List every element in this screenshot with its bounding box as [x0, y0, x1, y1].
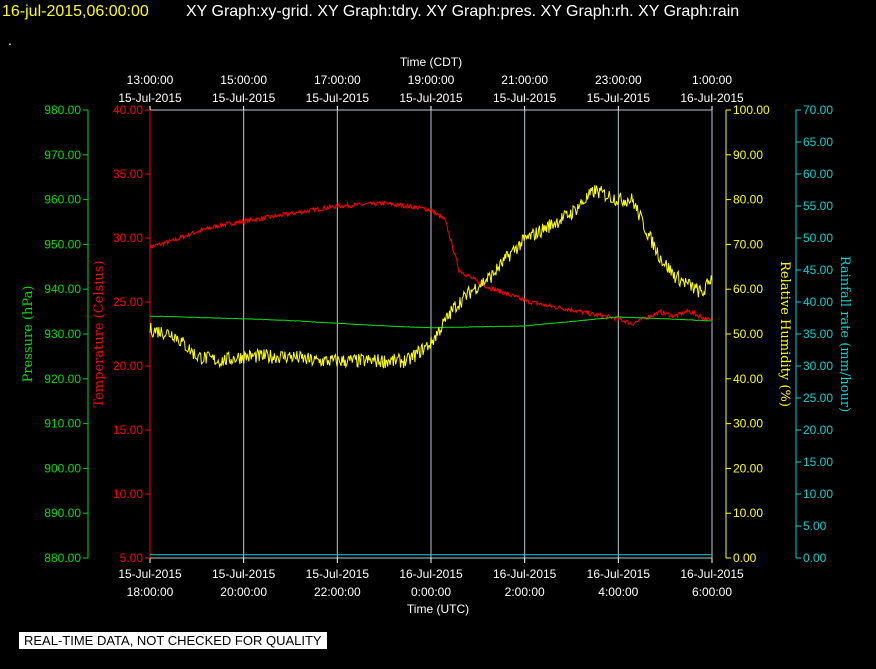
humidity-tick-label: 50.00 — [733, 327, 763, 341]
humidity-tick-label: 100.00 — [733, 103, 770, 117]
rainfall-tick-label: 35.00 — [803, 327, 833, 341]
humidity-tick-label: 40.00 — [733, 372, 763, 386]
humidity-tick-label: 80.00 — [733, 193, 763, 207]
bottom-tick-time: 6:00:00 — [692, 585, 732, 599]
bottom-tick-time: 18:00:00 — [127, 585, 174, 599]
bottom-tick-time: 22:00:00 — [314, 585, 361, 599]
pressure-tick-label: 970.00 — [44, 148, 81, 162]
pressure-tick-label: 920.00 — [44, 372, 81, 386]
temperature-tick-label: 30.00 — [113, 231, 143, 245]
top-tick-time: 13:00:00 — [127, 73, 174, 87]
humidity-tick-label: 0.00 — [733, 551, 757, 565]
humidity-tick-label: 70.00 — [733, 237, 763, 251]
bottom-axis-label: Time (UTC) — [407, 602, 469, 616]
bottom-tick-time: 0:00:00 — [411, 585, 451, 599]
top-tick-time: 17:00:00 — [314, 73, 361, 87]
label-layer: 15-Jul-2015 18:00:00 15-Jul-2015 20:00:00 15… — [21, 55, 852, 616]
temperature-tick-label: 15.00 — [113, 423, 143, 437]
humidity-tick-label: 60.00 — [733, 282, 763, 296]
temperature-series-line — [149, 200, 713, 327]
rainfall-tick-label: 55.00 — [803, 199, 833, 213]
pressure-series-line — [149, 315, 713, 329]
temperature-tick-label: 40.00 — [113, 103, 143, 117]
bottom-tick-date: 16-Jul-2015 — [680, 567, 744, 581]
top-tick-date: 15-Jul-2015 — [306, 91, 370, 105]
pressure-tick-label: 910.00 — [44, 417, 81, 431]
top-tick-date: 15-Jul-2015 — [587, 91, 651, 105]
bottom-tick-time: 20:00:00 — [220, 585, 267, 599]
bottom-tick-date: 15-Jul-2015 — [306, 567, 370, 581]
top-tick-date: 15-Jul-2015 — [493, 91, 557, 105]
top-axis-label: Time (CDT) — [400, 55, 462, 69]
rainfall-axis-label: Rainfall rate (mm/hour) — [837, 256, 852, 412]
top-tick-date: 15-Jul-2015 — [118, 91, 182, 105]
humidity-axis-label: Relative Humidity (%) — [777, 261, 792, 407]
rainfall-tick-label: 45.00 — [803, 263, 833, 277]
rainfall-tick-label: 15.00 — [803, 455, 833, 469]
rainfall-tick-label: 30.00 — [803, 359, 833, 373]
bottom-tick-date: 16-Jul-2015 — [493, 567, 557, 581]
top-tick-time: 21:00:00 — [501, 73, 548, 87]
pressure-tick-label: 950.00 — [44, 237, 81, 251]
rainfall-tick-label: 10.00 — [803, 487, 833, 501]
humidity-tick-label: 10.00 — [733, 506, 763, 520]
temperature-axis-label: Temperature (Celsius) — [92, 260, 107, 407]
top-tick-time: 19:00:00 — [408, 73, 455, 87]
temperature-tick-label: 25.00 — [113, 295, 143, 309]
top-tick-time: 1:00:00 — [692, 73, 732, 87]
header: 16-jul-2015,06:00:00 XY Graph:xy-grid. X… — [0, 0, 876, 30]
rainfall-tick-label: 40.00 — [803, 295, 833, 309]
bottom-tick-date: 15-Jul-2015 — [212, 567, 276, 581]
temperature-tick-label: 10.00 — [113, 487, 143, 501]
pressure-tick-label: 960.00 — [44, 193, 81, 207]
grid-layer — [149, 109, 713, 559]
pressure-tick-label: 940.00 — [44, 282, 81, 296]
temperature-tick-label: 5.00 — [120, 551, 144, 565]
top-tick-time: 23:00:00 — [595, 73, 642, 87]
top-tick-time: 15:00:00 — [220, 73, 267, 87]
humidity-series-line — [149, 185, 713, 369]
header-timestamp: 16-jul-2015,06:00:00 — [2, 3, 149, 20]
rainfall-tick-label: 5.00 — [803, 519, 827, 533]
bottom-tick-date: 16-Jul-2015 — [399, 567, 463, 581]
pressure-tick-label: 890.00 — [44, 506, 81, 520]
top-tick-date: 15-Jul-2015 — [399, 91, 463, 105]
rainfall-tick-label: 70.00 — [803, 103, 833, 117]
bottom-tick-date: 16-Jul-2015 — [587, 567, 651, 581]
temperature-tick-label: 20.00 — [113, 359, 143, 373]
temperature-tick-label: 35.00 — [113, 167, 143, 181]
top-tick-date: 16-Jul-2015 — [680, 91, 744, 105]
top-tick-date: 15-Jul-2015 — [212, 91, 276, 105]
rainfall-tick-label: 0.00 — [803, 551, 827, 565]
pressure-tick-label: 930.00 — [44, 327, 81, 341]
bottom-tick-time: 2:00:00 — [505, 585, 545, 599]
humidity-tick-label: 90.00 — [733, 148, 763, 162]
pressure-tick-label: 880.00 — [44, 551, 81, 565]
rainfall-tick-label: 65.00 — [803, 135, 833, 149]
pressure-tick-label: 980.00 — [44, 103, 81, 117]
series-layer — [149, 185, 713, 556]
rainfall-tick-label: 50.00 — [803, 231, 833, 245]
header-dot: . — [8, 32, 12, 48]
rainfall-tick-label: 25.00 — [803, 391, 833, 405]
humidity-tick-label: 30.00 — [733, 417, 763, 431]
pressure-axis-label: Pressure (hPa) — [21, 286, 36, 383]
bottom-tick-date: 15-Jul-2015 — [118, 567, 182, 581]
header-graph-list: XY Graph:xy-grid. XY Graph:tdry. XY Grap… — [186, 3, 740, 20]
axes-layer — [83, 106, 801, 563]
bottom-tick-time: 4:00:00 — [598, 585, 638, 599]
rainfall-tick-label: 20.00 — [803, 423, 833, 437]
pressure-tick-label: 900.00 — [44, 461, 81, 475]
rainfall-tick-label: 60.00 — [803, 167, 833, 181]
humidity-tick-label: 20.00 — [733, 461, 763, 475]
quality-disclaimer: REAL-TIME DATA, NOT CHECKED FOR QUALITY — [19, 632, 327, 649]
